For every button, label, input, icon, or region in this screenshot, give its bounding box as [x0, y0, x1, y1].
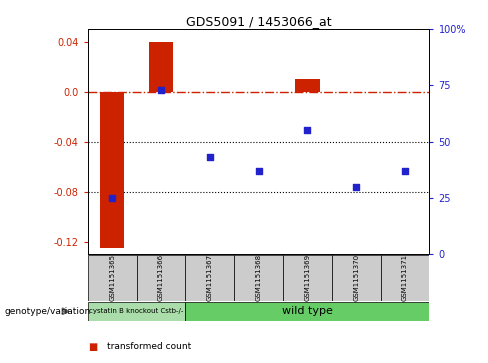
- Point: [401, 168, 409, 174]
- FancyBboxPatch shape: [185, 254, 234, 301]
- Point: [206, 154, 214, 160]
- FancyBboxPatch shape: [137, 254, 185, 301]
- Text: GSM1151365: GSM1151365: [109, 254, 115, 301]
- Text: GSM1151366: GSM1151366: [158, 254, 164, 301]
- Point: [352, 184, 360, 189]
- FancyBboxPatch shape: [332, 254, 381, 301]
- FancyBboxPatch shape: [88, 254, 137, 301]
- Text: transformed count: transformed count: [107, 342, 192, 351]
- Text: GSM1151368: GSM1151368: [256, 254, 262, 301]
- Point: [157, 87, 165, 93]
- Text: cystatin B knockout Cstb-/-: cystatin B knockout Cstb-/-: [89, 308, 184, 314]
- Bar: [100, 91, 124, 248]
- Text: genotype/variation: genotype/variation: [5, 307, 91, 316]
- Point: [108, 195, 116, 201]
- FancyBboxPatch shape: [283, 254, 332, 301]
- Point: [255, 168, 263, 174]
- Text: GSM1151371: GSM1151371: [402, 254, 408, 301]
- Text: GSM1151370: GSM1151370: [353, 254, 359, 301]
- Point: [304, 127, 311, 133]
- Title: GDS5091 / 1453066_at: GDS5091 / 1453066_at: [186, 15, 331, 28]
- FancyBboxPatch shape: [381, 254, 429, 301]
- Text: ■: ■: [88, 342, 97, 352]
- FancyBboxPatch shape: [185, 302, 429, 321]
- Text: GSM1151367: GSM1151367: [207, 254, 213, 301]
- Bar: [295, 79, 320, 91]
- Text: GSM1151369: GSM1151369: [305, 254, 310, 301]
- FancyBboxPatch shape: [234, 254, 283, 301]
- FancyBboxPatch shape: [88, 302, 185, 321]
- Bar: [149, 41, 173, 91]
- Text: wild type: wild type: [282, 306, 333, 316]
